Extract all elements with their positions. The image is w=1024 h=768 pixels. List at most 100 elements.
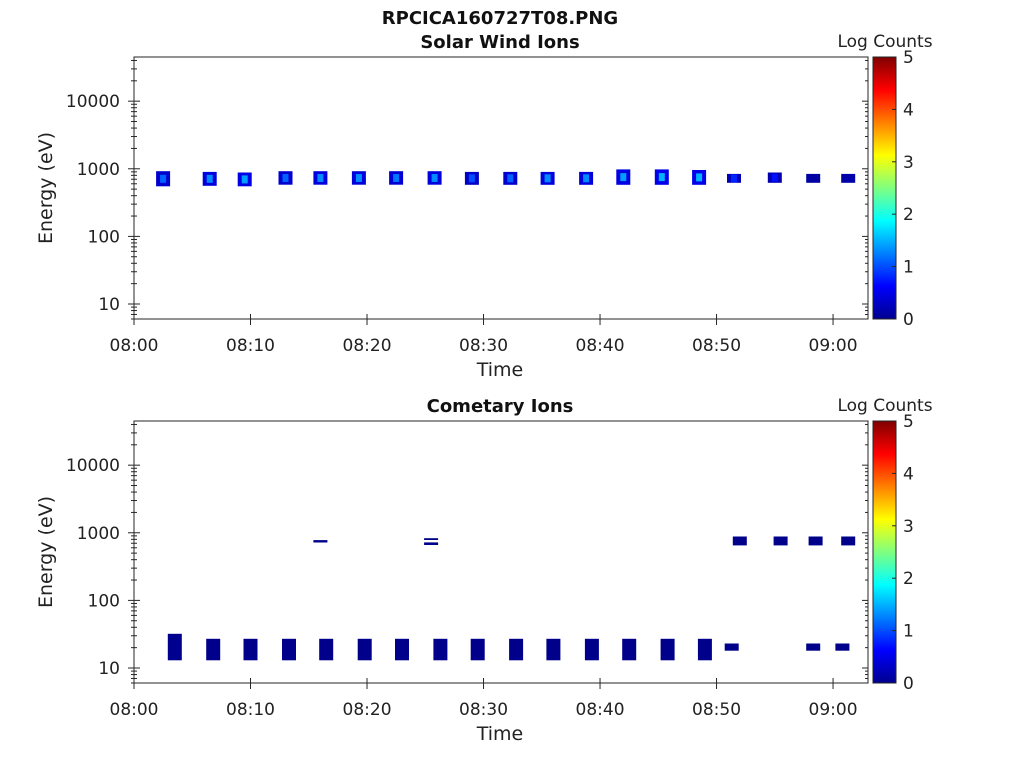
data-block [773,536,788,546]
colorbar-tick-label: 3 [903,517,914,537]
y-tick-label: 1000 [77,160,120,180]
data-block [313,540,328,543]
colorbar-ticks: 0 1 2 3 4 5 [892,412,914,694]
data-block-peak [206,174,213,183]
data-block [806,173,821,183]
data-block [167,633,182,661]
data-block [319,638,334,661]
colorbar-tick-label: 0 [903,310,914,330]
colorbar-tick-label: 2 [903,569,914,589]
data-blocks [167,536,856,661]
data-block-peak [431,174,438,182]
y-tick-label: 10000 [66,456,120,476]
data-block [357,638,372,661]
data-block-peak [658,173,665,182]
y-tick-label: 100 [88,227,120,247]
x-tick-label: 08:50 [692,336,741,356]
data-block [584,638,599,661]
data-block [622,638,637,661]
x-tick-label: 08:50 [692,700,741,720]
data-block-peak [583,174,590,183]
data-block [509,638,524,661]
y-axis-label: Energy (eV) [35,132,57,244]
x-tick-label: 08:20 [343,700,392,720]
data-block [546,638,561,661]
x-axis-ticks: 08:00 08:10 08:20 08:30 08:40 08:50 09:00 [110,678,858,720]
data-block [697,638,712,661]
x-tick-label: 08:10 [226,700,275,720]
data-block [395,638,409,661]
data-block [806,643,821,651]
data-block [470,638,485,661]
data-block [433,638,448,661]
data-blocks [156,169,856,187]
data-block [424,538,439,540]
plot-area [133,56,869,320]
data-block-peak [771,173,778,182]
x-axis-label: Time [476,723,524,745]
data-block [206,638,221,661]
x-tick-label: 08:30 [459,700,508,720]
colorbar-tick-label: 5 [903,412,914,432]
data-block-peak [468,174,475,183]
x-axis-ticks: 08:00 08:10 08:20 08:30 08:40 08:50 09:00 [110,314,858,356]
data-block [724,643,739,651]
data-block [841,536,856,546]
data-block [841,173,856,183]
x-axis-label: Time [476,359,524,381]
data-block-peak [544,174,551,183]
colorbar-tick-label: 5 [903,48,914,68]
colorbar-tick-label: 1 [903,622,914,642]
colorbar [872,420,897,684]
y-axis-label: Energy (eV) [35,496,57,608]
colorbar-label: Log Counts [837,32,932,52]
data-block [732,536,747,546]
y-tick-label: 10 [98,659,120,679]
x-tick-label: 09:00 [809,336,858,356]
x-tick-label: 08:00 [110,336,159,356]
colorbar [872,56,897,320]
x-tick-label: 08:10 [226,336,275,356]
y-axis-ticks: 10 100 1000 10000 [66,423,868,684]
colorbar-ticks: 0 1 2 3 4 5 [892,48,914,330]
data-block [660,638,675,661]
data-block-peak [317,174,324,182]
y-axis-ticks: 10 100 1000 10000 [66,59,868,320]
data-block [282,638,296,661]
x-tick-label: 08:30 [459,336,508,356]
y-tick-label: 10 [98,295,120,315]
data-block [243,638,258,661]
x-tick-label: 08:20 [343,336,392,356]
colorbar-tick-label: 0 [903,674,914,694]
y-tick-label: 10000 [66,92,120,112]
data-block-peak [355,174,362,182]
data-block [808,536,823,546]
x-tick-label: 08:00 [110,700,159,720]
data-block-peak [393,174,400,182]
colorbar-label: Log Counts [837,396,932,416]
data-block [424,542,439,545]
colorbar-tick-label: 3 [903,153,914,173]
colorbar-tick-label: 1 [903,258,914,278]
x-tick-label: 09:00 [809,700,858,720]
data-block-peak [731,174,737,183]
chart-title: Solar Wind Ions [420,32,579,53]
data-block-peak [620,173,627,182]
x-tick-label: 08:40 [576,700,625,720]
colorbar-tick-label: 4 [903,100,914,120]
data-block-peak [696,173,703,182]
chart-title: Cometary Ions [427,396,574,417]
colorbar-tick-label: 2 [903,205,914,225]
data-block [835,643,850,651]
data-block-peak [160,174,167,183]
y-tick-label: 1000 [77,524,120,544]
y-tick-label: 100 [88,591,120,611]
x-tick-label: 08:40 [576,336,625,356]
data-block-peak [241,175,248,184]
figure-title: RPCICA160727T08.PNG [382,8,618,29]
data-block-peak [282,174,289,182]
colorbar-tick-label: 4 [903,464,914,484]
